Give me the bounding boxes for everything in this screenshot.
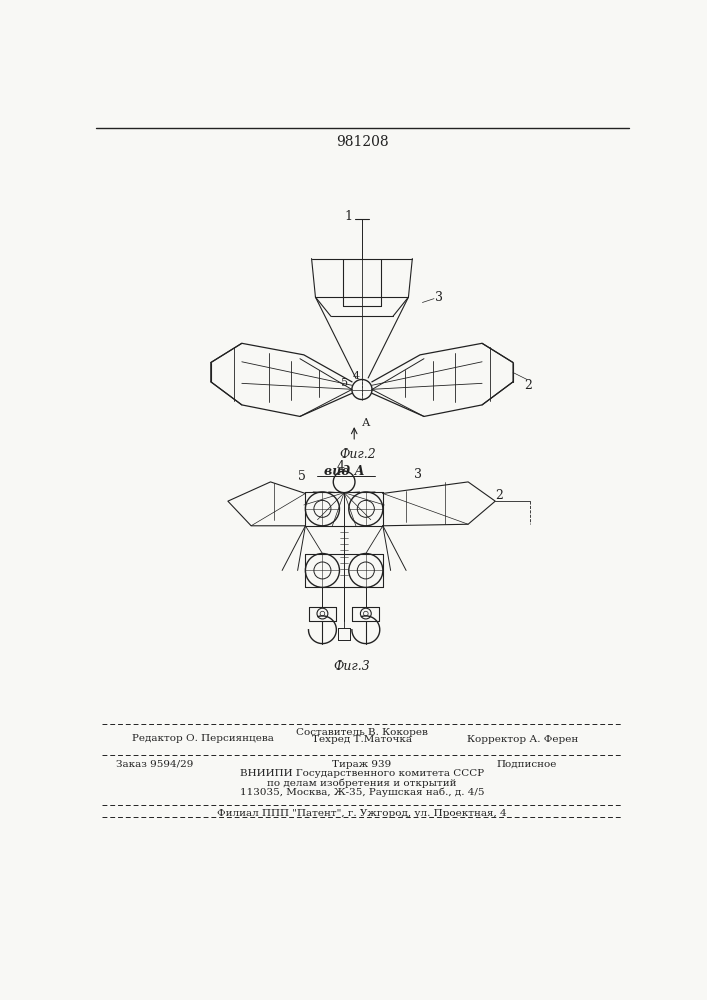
Text: Тираж 939: Тираж 939 <box>332 760 392 769</box>
Text: по делам изобретения и открытий: по делам изобретения и открытий <box>267 778 457 788</box>
Text: Заказ 9594/29: Заказ 9594/29 <box>115 760 193 769</box>
Text: Фиг.2: Фиг.2 <box>339 448 376 461</box>
Text: 4: 4 <box>352 371 359 381</box>
Text: 5: 5 <box>341 378 349 388</box>
Text: Корректор А. Ферен: Корректор А. Ферен <box>467 735 578 744</box>
Text: Техред Т.Маточка: Техред Т.Маточка <box>312 735 412 744</box>
Text: 1: 1 <box>345 210 353 223</box>
Text: Редактор О. Персиянцева: Редактор О. Персиянцева <box>132 734 274 743</box>
Text: 2: 2 <box>495 489 503 502</box>
Text: 3: 3 <box>436 291 443 304</box>
Text: Подписное: Подписное <box>496 760 556 769</box>
Text: вид А: вид А <box>324 465 364 478</box>
Text: 981208: 981208 <box>336 135 388 149</box>
Text: Составитель В. Кокорев: Составитель В. Кокорев <box>296 728 428 737</box>
Text: ВНИИПИ Государственного комитета СССР: ВНИИПИ Государственного комитета СССР <box>240 769 484 778</box>
Text: А: А <box>362 418 370 428</box>
Text: 4: 4 <box>337 460 344 473</box>
Text: Филиал ППП "Патент", г. Ужгород, ул. Проектная, 4: Филиал ППП "Патент", г. Ужгород, ул. Про… <box>217 808 507 818</box>
Text: Фиг.3: Фиг.3 <box>334 660 370 673</box>
Text: 2: 2 <box>525 379 532 392</box>
Text: 5: 5 <box>298 470 305 483</box>
Text: 113035, Москва, Ж-35, Раушская наб., д. 4/5: 113035, Москва, Ж-35, Раушская наб., д. … <box>240 787 484 797</box>
Text: 3: 3 <box>414 468 422 481</box>
